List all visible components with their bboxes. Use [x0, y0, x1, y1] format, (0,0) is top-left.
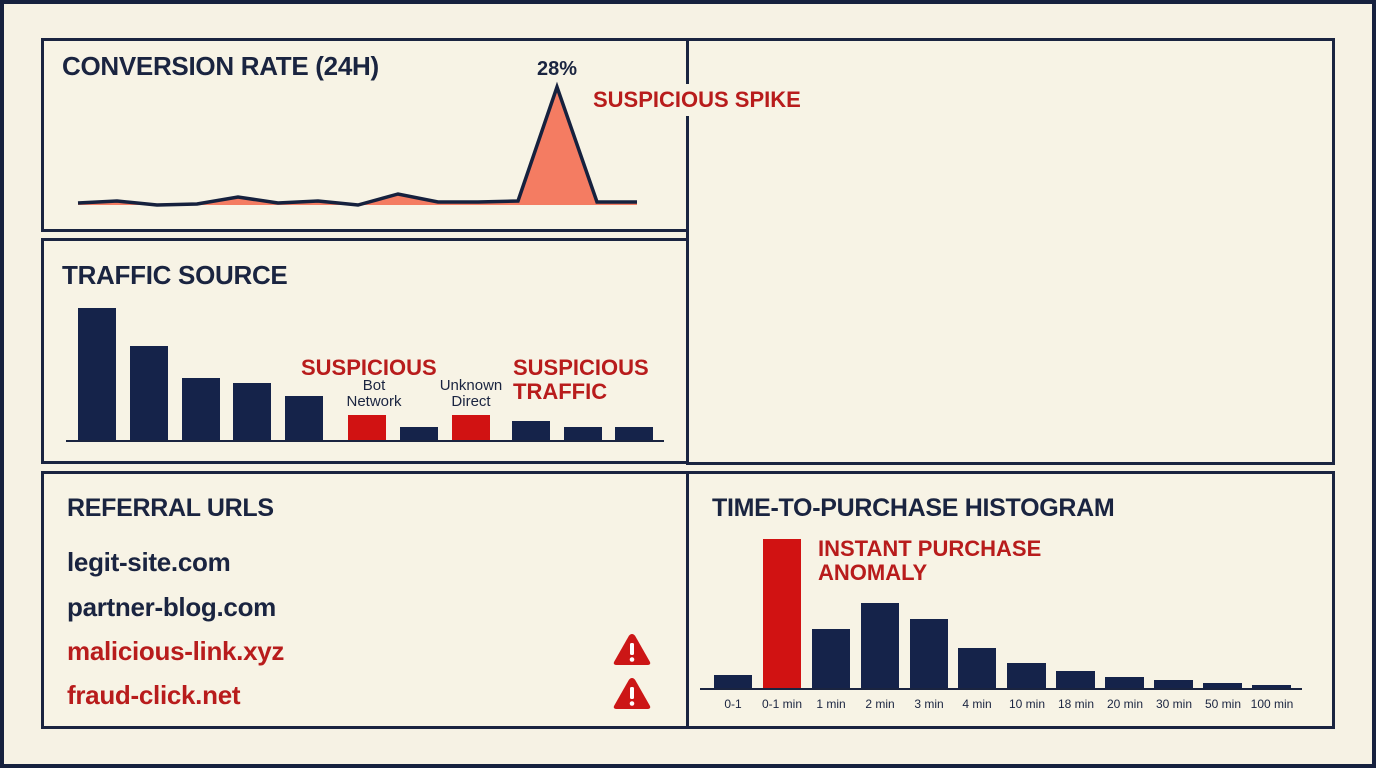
traffic-bar [130, 346, 168, 441]
histogram-bar [714, 675, 752, 689]
histogram-title: TIME-TO-PURCHASE HISTOGRAM [712, 494, 1115, 522]
divider-gap [684, 84, 692, 116]
suspicious-spike-annotation: SUSPICIOUS SPIKE [593, 87, 801, 112]
histogram-bar [910, 619, 948, 689]
traffic-bar [512, 421, 550, 441]
empty-panel [686, 38, 1335, 465]
histogram-bar [1007, 663, 1046, 689]
suspicious-bot-annotation: SUSPICIOUS [301, 355, 437, 380]
referral-url-partner-blog[interactable]: partner-blog.com [67, 592, 276, 622]
traffic-bar-bot-network [348, 415, 386, 441]
histogram-bar [812, 629, 850, 689]
referral-url-malicious-link[interactable]: malicious-link.xyz [67, 636, 285, 666]
traffic-bar [233, 383, 271, 441]
histogram-baseline [700, 688, 1302, 690]
traffic-bar-unknown-direct [452, 415, 490, 441]
traffic-bar [400, 427, 438, 441]
histogram-x-label: 100 min [1250, 697, 1294, 711]
conversion-line [77, 81, 637, 207]
referral-url-legit-site[interactable]: legit-site.com [67, 547, 231, 577]
histogram-bar [1203, 683, 1242, 689]
traffic-bar [285, 396, 323, 441]
traffic-source-title: TRAFFIC SOURCE [62, 260, 288, 290]
peak-value-label: 28% [537, 58, 578, 80]
histogram-x-label: 20 min [1106, 697, 1144, 711]
referral-urls-title: REFERRAL URLS [67, 494, 274, 522]
referral-url-fraud-click[interactable]: fraud-click.net [67, 680, 241, 710]
warning-icon [613, 678, 651, 709]
traffic-bar [615, 427, 653, 441]
histogram-x-label: 1 min [816, 697, 846, 711]
histogram-bar [958, 648, 996, 689]
histogram-bar [861, 603, 899, 689]
histogram-x-label: 50 min [1204, 697, 1242, 711]
warning-icon [613, 634, 651, 665]
histogram-bar [1252, 685, 1291, 689]
bot-network-label: Bot Network [346, 377, 402, 410]
histogram-x-label: 0-1 min [761, 697, 802, 711]
bottom-divider [686, 471, 689, 729]
conversion-rate-title: CONVERSION RATE (24H) [62, 51, 379, 81]
traffic-baseline [66, 440, 664, 442]
histogram-x-label: 10 min [1008, 697, 1046, 711]
histogram-x-label: 0-1 [724, 697, 742, 711]
histogram-bar [1056, 671, 1095, 689]
histogram-x-label: 18 min [1057, 697, 1095, 711]
histogram-x-label: 4 min [962, 697, 992, 711]
instant-purchase-annotation: INSTANT PURCHASE ANOMALY [818, 536, 1042, 585]
traffic-bar [564, 427, 602, 441]
unknown-direct-label: Unknown Direct [439, 377, 503, 410]
spike-area [78, 87, 637, 205]
histogram-x-label: 2 min [865, 697, 895, 711]
traffic-bar [78, 308, 116, 441]
histogram-bar [1154, 680, 1193, 689]
histogram-x-label: 30 min [1155, 697, 1193, 711]
suspicious-traffic-annotation: SUSPICIOUS TRAFFIC [513, 355, 649, 404]
traffic-bar [182, 378, 220, 441]
histogram-bar-instant [763, 539, 801, 689]
histogram-bar [1105, 677, 1144, 689]
histogram-x-label: 3 min [914, 697, 944, 711]
